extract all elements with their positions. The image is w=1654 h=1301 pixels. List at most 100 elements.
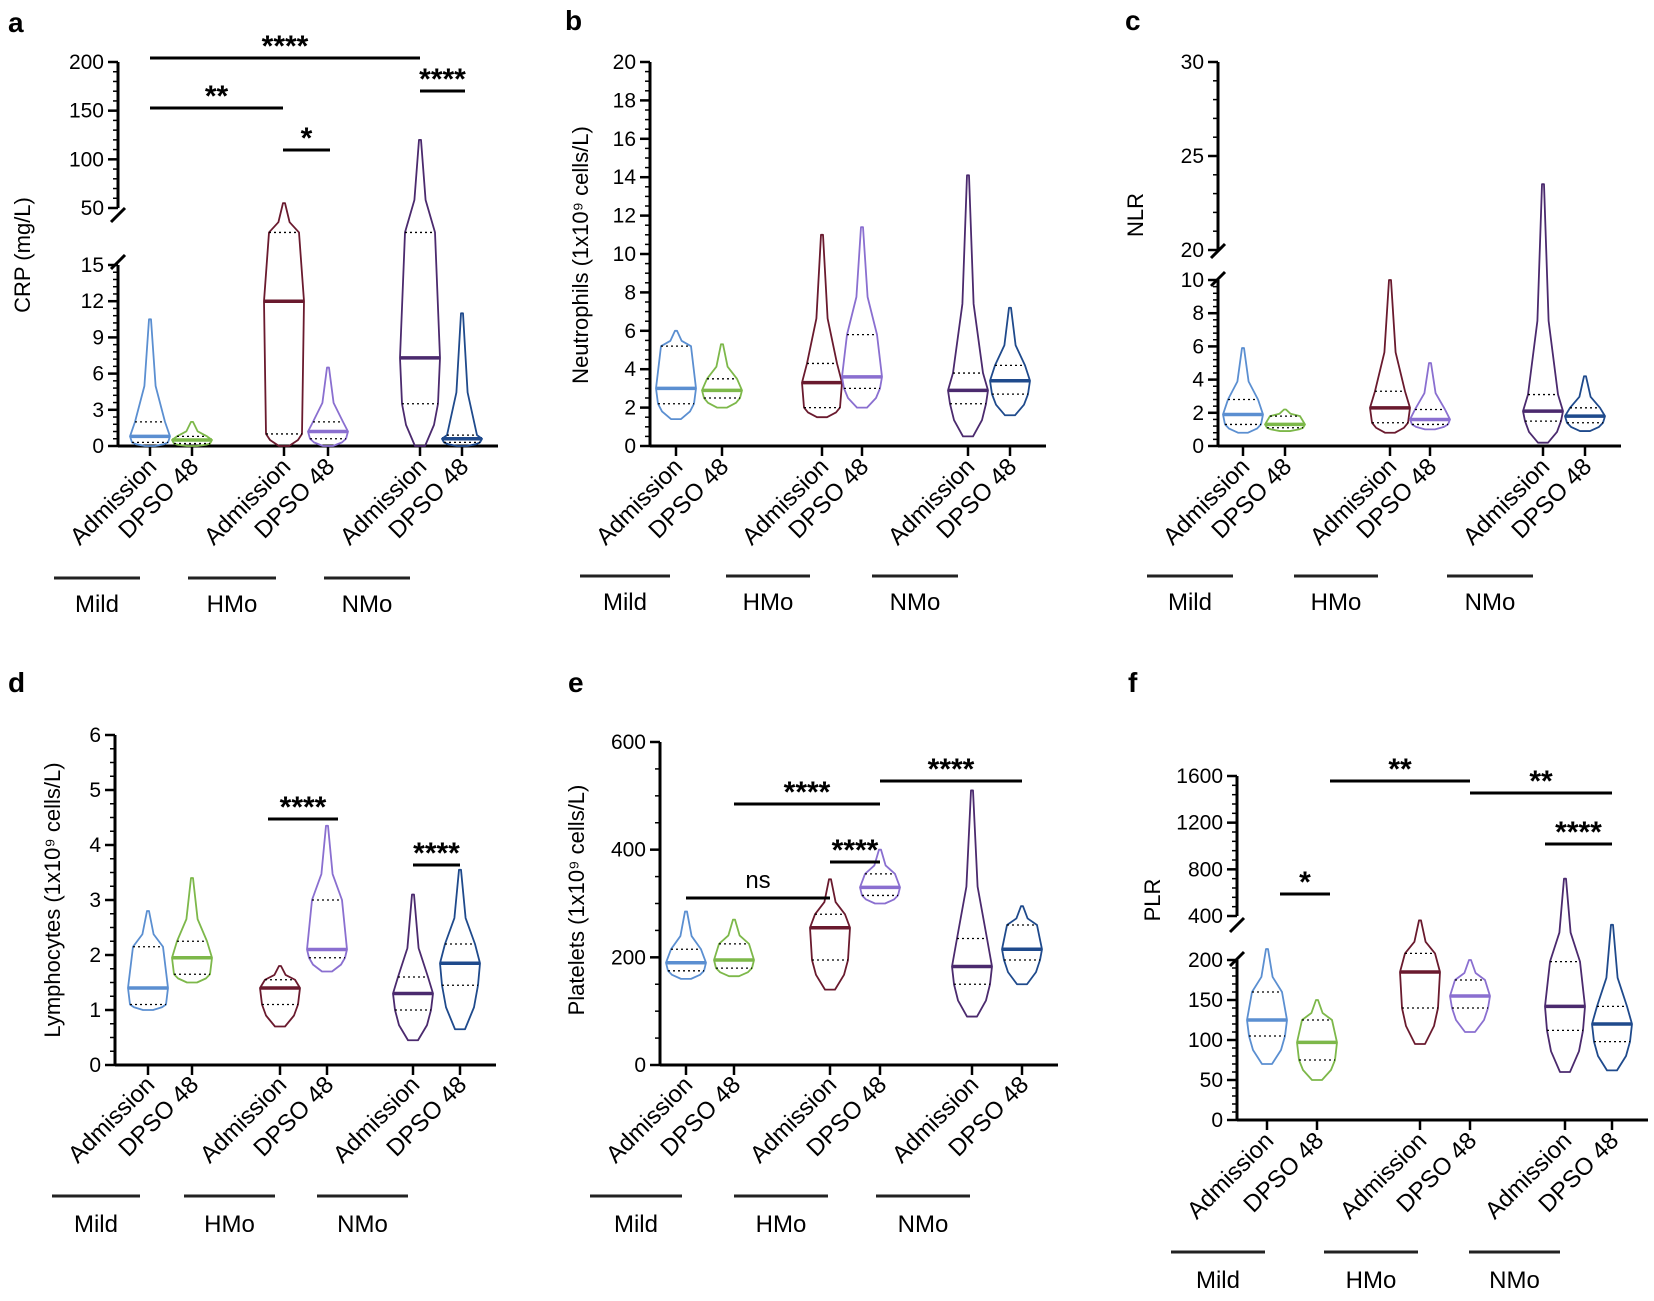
violin-shape [655, 329, 697, 421]
violin-shape [1409, 362, 1451, 431]
significance-label: **** [832, 834, 879, 867]
significance-label: **** [280, 791, 327, 824]
violin-shape [171, 420, 213, 447]
y-tick-label: 400 [611, 839, 646, 862]
violin-shape [127, 910, 169, 1011]
violin-shape [665, 910, 707, 980]
y-tick-label: 50 [1200, 1069, 1223, 1092]
y-tick-label: 4 [89, 834, 101, 857]
y-tick-label: 6 [1192, 335, 1204, 358]
violin-shape [841, 226, 883, 409]
significance-label: ns [745, 867, 770, 894]
y-tick-label: 1 [89, 999, 101, 1022]
y-tick-label: 15 [81, 254, 104, 277]
axis-break-mark [109, 253, 127, 271]
violin-shape [1369, 279, 1411, 434]
violin-shape [1222, 347, 1264, 434]
y-axis-label: Neutrophils (1x10⁹ cells/L) [568, 126, 593, 384]
y-tick-label: 1600 [1176, 765, 1223, 788]
y-tick-label: 0 [92, 435, 104, 458]
violin-shape [392, 893, 434, 1042]
group-label: Mild [1196, 1267, 1240, 1294]
violin-shape [171, 877, 213, 984]
violin-shape [801, 233, 843, 419]
y-tick-label: 400 [1188, 905, 1223, 928]
y-tick-label: 1200 [1176, 812, 1223, 835]
y-tick-label: 200 [1188, 949, 1223, 972]
panel-b: b Neutrophils (1x10⁹ cells/L) 0 2 4 6 8 10 12 14 1… [565, 5, 1046, 616]
y-tick-label: 3 [92, 399, 104, 422]
y-tick-label: 5 [89, 779, 101, 802]
violin-shape [713, 918, 755, 978]
panel-letter: d [8, 667, 25, 698]
y-tick-label: 12 [613, 205, 636, 228]
y-tick-label: 200 [611, 946, 646, 969]
y-tick-label: 2 [624, 397, 636, 420]
y-tick-label: 6 [624, 320, 636, 343]
violin-shape [859, 848, 901, 905]
group-label: HMo [1311, 589, 1362, 616]
significance-label: **** [928, 753, 975, 786]
group-label: Mild [614, 1211, 658, 1238]
y-tick-label: 14 [613, 166, 637, 189]
y-tick-label: 16 [613, 128, 636, 151]
violin-shape [951, 789, 993, 1018]
y-tick-label: 800 [1188, 858, 1223, 881]
significance-label: ** [1388, 753, 1412, 786]
y-tick-label: 2 [89, 944, 101, 967]
group-label: NMo [898, 1211, 949, 1238]
violin-shape [263, 202, 305, 447]
violin-shape [1296, 999, 1338, 1081]
group-label: HMo [756, 1211, 807, 1238]
significance-label: * [301, 122, 313, 155]
y-tick-label: 0 [1211, 1109, 1223, 1132]
group-label: Mild [603, 589, 647, 616]
y-tick-label: 150 [1188, 989, 1223, 1012]
y-tick-label: 18 [613, 89, 636, 112]
y-tick-label: 20 [1181, 239, 1204, 262]
y-tick-label: 150 [69, 100, 104, 123]
significance-label: **** [784, 776, 831, 809]
y-tick-label: 12 [81, 290, 104, 313]
y-tick-label: 50 [81, 197, 104, 220]
violin-shape [1001, 905, 1043, 986]
violin-shape [259, 965, 301, 1028]
significance-label: **** [413, 837, 460, 870]
violin-shape [306, 824, 348, 973]
panel-letter: a [8, 7, 24, 38]
group-label: NMo [890, 589, 941, 616]
violin-shape [441, 312, 483, 447]
significance-label: ** [1529, 765, 1553, 798]
violin-shape [701, 343, 743, 409]
panel-letter: b [565, 5, 582, 36]
y-tick-label: 20 [613, 51, 636, 74]
group-label: Mild [1168, 589, 1212, 616]
violin-shape [1264, 408, 1306, 432]
violin-shape [989, 306, 1031, 417]
y-axis-label: NLR [1123, 193, 1148, 237]
violin-shape [1564, 375, 1606, 432]
y-tick-label: 0 [624, 435, 636, 458]
violin-shape [1522, 183, 1564, 444]
group-label: HMo [204, 1211, 255, 1238]
group-label: NMo [1465, 589, 1516, 616]
y-tick-label: 3 [89, 889, 101, 912]
y-tick-label: 8 [624, 281, 636, 304]
violin-shape [1591, 923, 1633, 1072]
violin-shape [1399, 919, 1441, 1045]
violin-shape [1544, 877, 1586, 1073]
y-tick-label: 200 [69, 51, 104, 74]
y-tick-label: 8 [1192, 302, 1204, 325]
violin-shape [129, 318, 171, 447]
y-tick-label: 100 [69, 148, 104, 171]
violin-shape [1449, 959, 1491, 1033]
significance-label: * [1299, 866, 1311, 899]
violin-shape [307, 366, 349, 447]
y-tick-label: 4 [1192, 369, 1204, 392]
panel-letter: f [1128, 667, 1138, 698]
y-tick-label: 100 [1188, 1029, 1223, 1052]
group-label: Mild [74, 1211, 118, 1238]
axis-break-mark [1228, 916, 1246, 934]
